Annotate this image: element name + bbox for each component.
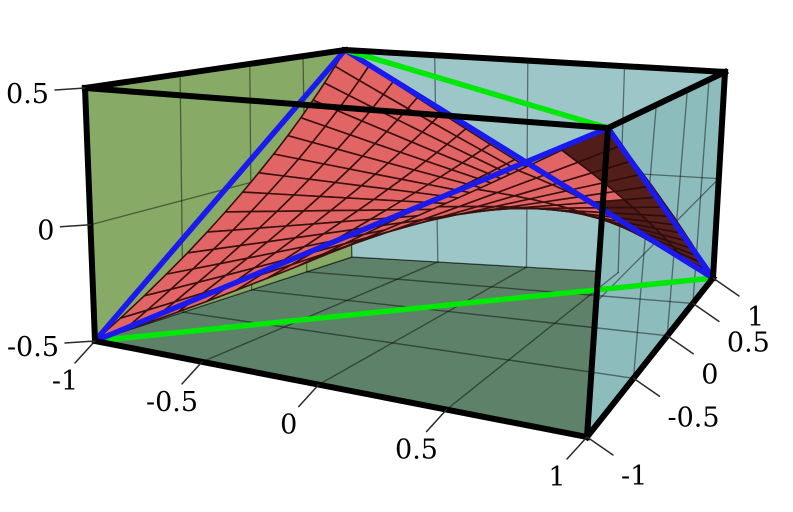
x-axis-tick (74, 340, 96, 364)
box-edge (91, 337, 591, 441)
y-axis-tick-label: 0.5 (727, 327, 770, 358)
x-axis-tick-label: 0.5 (395, 435, 438, 466)
box-edge (341, 46, 729, 76)
x-axis-tick (297, 383, 320, 408)
x-axis-tick-label: -1 (52, 366, 78, 397)
box-edge (583, 124, 612, 441)
z-axis-tick-label: 0.5 (6, 79, 49, 110)
x-axis-tick (566, 436, 588, 460)
z-axis-tick-label: 0 (37, 216, 54, 247)
surface-boundary-edge (342, 47, 716, 281)
box-edge (709, 68, 729, 282)
right-wall-grid-line (632, 104, 657, 379)
y-axis-tick-label: 0 (701, 360, 718, 391)
y-axis-tick-label: -0.5 (668, 402, 720, 433)
right-wall-grid-line (666, 89, 689, 337)
z-axis-tick (54, 87, 86, 91)
box-edge (81, 84, 612, 132)
box-edge (81, 84, 99, 345)
box-edge (81, 46, 349, 92)
y-axis-tick (666, 334, 694, 355)
surface-boundary-edge (605, 125, 716, 281)
floor-grid-line (445, 271, 619, 411)
y-axis-tick (586, 436, 614, 456)
box-edge (603, 67, 730, 133)
top-diagonal-line (342, 47, 611, 131)
z-axis-tick (64, 340, 96, 344)
z-axis-tick-label: -0.5 (7, 332, 59, 363)
y-axis-tick (712, 277, 740, 297)
y-axis-tick (692, 302, 720, 323)
floor-grid-line (318, 266, 528, 386)
floor-grid-line (250, 289, 668, 337)
surface-boundary-edge (92, 125, 611, 344)
x-axis-tick-label: 1 (548, 462, 565, 493)
x-axis-tick (181, 361, 203, 385)
x-axis-tick-label: -0.5 (146, 387, 198, 418)
y-axis-tick (632, 377, 661, 398)
floor-grid-line (201, 261, 439, 363)
bottom-diagonal-line (92, 275, 716, 344)
x-axis-tick (425, 408, 448, 433)
y-axis-tick-label: 1 (747, 302, 764, 333)
floor-grid-line (306, 271, 694, 305)
y-axis-tick-label: -1 (621, 461, 647, 492)
surface-boundary-edge (92, 47, 348, 344)
box-edge (582, 273, 718, 442)
x-axis-tick-label: 0 (280, 410, 297, 441)
z-axis-tick (59, 223, 92, 228)
